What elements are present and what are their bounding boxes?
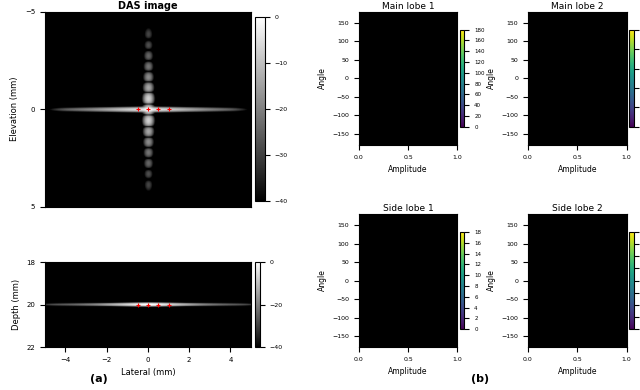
- Y-axis label: Angle: Angle: [317, 67, 326, 89]
- Title: Side lobe 2: Side lobe 2: [552, 204, 603, 213]
- Title: Main lobe 2: Main lobe 2: [551, 2, 604, 11]
- Text: (a): (a): [90, 374, 108, 384]
- X-axis label: Lateral (mm): Lateral (mm): [120, 369, 175, 378]
- Title: DAS image: DAS image: [118, 1, 178, 11]
- X-axis label: Amplitude: Amplitude: [557, 367, 597, 376]
- Text: (b): (b): [471, 374, 489, 384]
- Y-axis label: Angle: Angle: [317, 269, 326, 291]
- Title: Side lobe 1: Side lobe 1: [383, 204, 433, 213]
- Y-axis label: Angle: Angle: [487, 269, 496, 291]
- Y-axis label: Elevation (mm): Elevation (mm): [10, 77, 19, 141]
- Y-axis label: Depth (mm): Depth (mm): [12, 279, 20, 330]
- X-axis label: Amplitude: Amplitude: [388, 165, 428, 174]
- X-axis label: Amplitude: Amplitude: [388, 367, 428, 376]
- Title: Main lobe 1: Main lobe 1: [382, 2, 435, 11]
- X-axis label: Amplitude: Amplitude: [557, 165, 597, 174]
- Y-axis label: Angle: Angle: [487, 67, 496, 89]
